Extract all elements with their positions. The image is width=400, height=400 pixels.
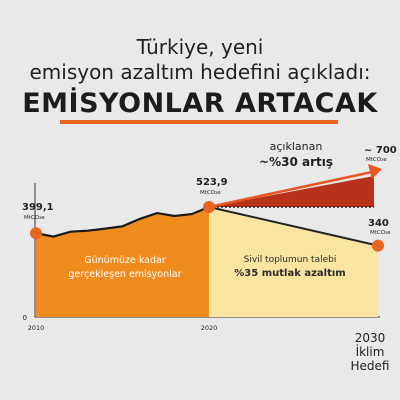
pivot-value-label: 523,9 — [196, 177, 228, 188]
x-tick-2020: 2020 — [201, 324, 218, 332]
civil-society-target-area — [209, 206, 378, 317]
announced-unit-label: MtCO₂e — [366, 157, 387, 163]
announced-trajectory-arrow — [208, 170, 373, 209]
historical-caption-1: Günümüze kadar — [84, 255, 166, 266]
civil-society-trajectory-line — [208, 206, 379, 247]
start-unit-label: MtCO₂e — [24, 215, 45, 221]
headline: EMİSYONLAR ARTACAK — [22, 88, 378, 119]
start-point-2010 — [30, 227, 42, 240]
announced-increase-area — [209, 176, 374, 207]
civil-caption-1: Sivil toplumun talebi — [244, 255, 337, 265]
title-line-2: emisyon azaltım hedefini açıkladı: — [29, 60, 371, 84]
x-end-label-3: Hedefi — [351, 359, 390, 373]
announced-caption-1: açıklanan — [270, 140, 323, 153]
civil-unit-label: MtCO₂e — [370, 230, 391, 236]
title-line-1: Türkiye, yeni — [136, 35, 264, 59]
x-tick-2010: 2010 — [28, 324, 45, 332]
x-end-label-1: 2030 — [355, 331, 386, 345]
announced-value-label: ~ 700 — [364, 145, 397, 156]
pivot-unit-label: MtCO₂e — [200, 190, 221, 196]
civil-value-label: 340 — [368, 218, 389, 229]
historical-emissions-area — [36, 207, 209, 317]
historical-caption-2: gerçekleşen emisyonlar — [69, 269, 182, 280]
headline-underline — [60, 120, 338, 124]
announced-arrowhead — [368, 164, 382, 179]
start-value-label: 399,1 — [22, 202, 54, 213]
historical-emissions-line — [35, 205, 210, 238]
announced-caption-2: ~%30 artış — [259, 155, 333, 169]
target-point-2030 — [372, 239, 384, 252]
x-end-label-2: İklim — [356, 344, 385, 359]
y-tick-0: 0 — [23, 314, 27, 322]
pivot-point-2020 — [203, 200, 215, 213]
civil-caption-2: %35 mutlak azaltım — [234, 268, 345, 279]
